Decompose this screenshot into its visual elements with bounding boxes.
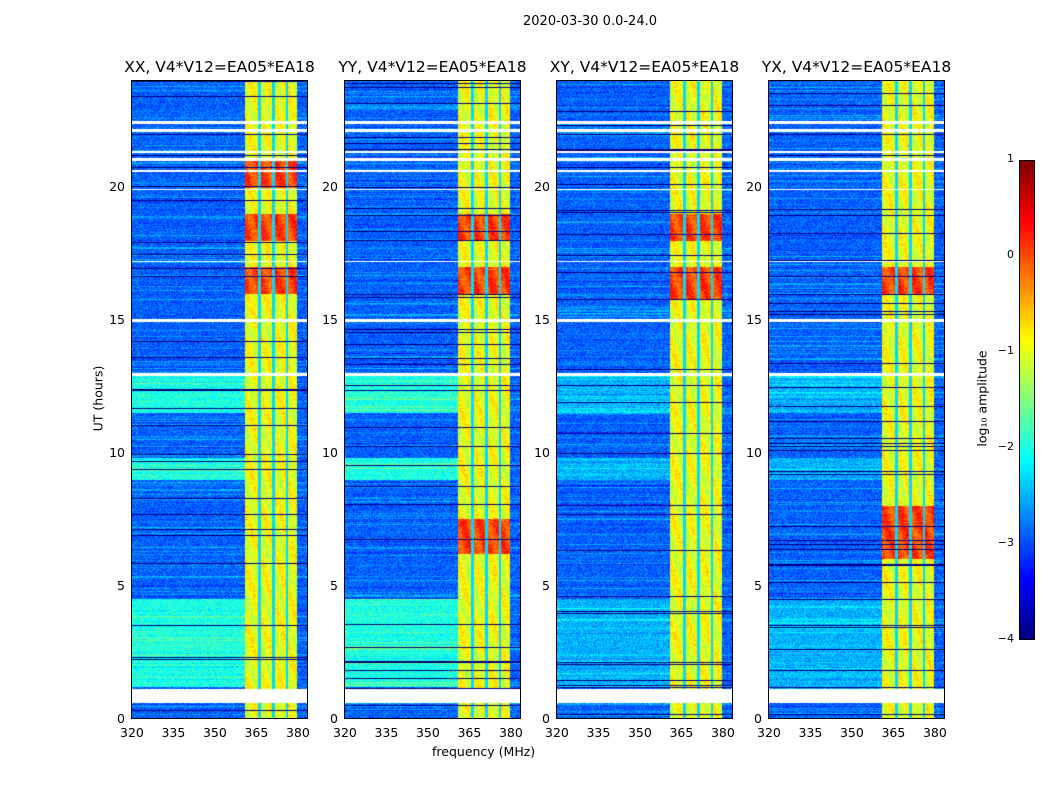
colorbar-tick-label: −3 xyxy=(997,536,1014,549)
panel-title: XX, V4*V12=EA05*EA18 xyxy=(124,58,315,76)
x-tick-label: 380 xyxy=(498,725,523,740)
x-tick-label: 365 xyxy=(881,725,906,740)
colorbar xyxy=(1019,160,1035,640)
colorbar-tick-label: 0 xyxy=(1007,248,1014,261)
panel-title: YX, V4*V12=EA05*EA18 xyxy=(761,58,952,76)
y-tick-label: 20 xyxy=(746,178,762,194)
heatmap-panel xyxy=(768,80,945,719)
colorbar-tick-label: −2 xyxy=(997,440,1014,453)
x-tick-label: 365 xyxy=(244,725,269,740)
x-tick-label: 320 xyxy=(120,725,144,740)
x-tick-label: 365 xyxy=(669,725,694,740)
y-tick-label: 15 xyxy=(534,311,550,327)
colorbar-tick-label: −4 xyxy=(997,632,1014,645)
y-tick-label: 5 xyxy=(754,577,762,593)
y-tick-label: 15 xyxy=(322,311,338,327)
figure-title: 2020-03-30 0.0-24.0 xyxy=(523,14,657,29)
x-tick-label: 320 xyxy=(333,725,357,740)
y-tick-label: 5 xyxy=(117,577,125,593)
colorbar-gradient xyxy=(1020,161,1034,639)
x-tick-label: 335 xyxy=(374,725,399,740)
y-axis-label: UT (hours) xyxy=(90,365,106,432)
y-tick-label: 5 xyxy=(542,577,550,593)
x-tick-label: 365 xyxy=(457,725,482,740)
x-tick-label: 350 xyxy=(202,725,227,740)
heatmap-panel xyxy=(556,80,733,719)
y-tick-label: 10 xyxy=(109,444,125,460)
x-axis-label: frequency (MHz) xyxy=(432,744,536,759)
y-tick-label: 0 xyxy=(754,711,762,726)
y-tick-label: 10 xyxy=(534,444,550,460)
x-tick-label: 350 xyxy=(415,725,440,740)
heatmap-panel xyxy=(344,80,521,719)
heatmap-image xyxy=(769,81,944,718)
colorbar-tick-label: 1 xyxy=(1007,152,1014,165)
y-tick-label: 20 xyxy=(534,178,550,194)
y-tick-label: 20 xyxy=(109,178,125,194)
x-tick-label: 380 xyxy=(285,725,310,740)
x-tick-label: 320 xyxy=(757,725,781,740)
heatmap-image xyxy=(557,81,732,718)
x-tick-label: 320 xyxy=(545,725,569,740)
y-tick-label: 20 xyxy=(322,178,338,194)
y-tick-label: 15 xyxy=(109,311,125,327)
x-tick-label: 350 xyxy=(627,725,652,740)
x-tick-label: 350 xyxy=(839,725,864,740)
y-tick-label: 10 xyxy=(322,444,338,460)
y-tick-label: 0 xyxy=(330,711,338,726)
y-tick-label: 0 xyxy=(117,711,125,726)
heatmap-image xyxy=(132,81,307,718)
y-tick-label: 10 xyxy=(746,444,762,460)
x-tick-label: 380 xyxy=(922,725,947,740)
x-tick-label: 335 xyxy=(798,725,823,740)
x-tick-label: 335 xyxy=(161,725,186,740)
x-tick-label: 380 xyxy=(710,725,735,740)
y-tick-label: 0 xyxy=(542,711,550,726)
y-tick-label: 15 xyxy=(746,311,762,327)
heatmap-image xyxy=(345,81,520,718)
x-tick-label: 335 xyxy=(586,725,611,740)
panel-title: YY, V4*V12=EA05*EA18 xyxy=(338,58,527,76)
panel-title: XY, V4*V12=EA05*EA18 xyxy=(549,58,740,76)
heatmap-panel xyxy=(131,80,308,719)
y-tick-label: 5 xyxy=(330,577,338,593)
colorbar-tick-label: −1 xyxy=(997,344,1014,357)
